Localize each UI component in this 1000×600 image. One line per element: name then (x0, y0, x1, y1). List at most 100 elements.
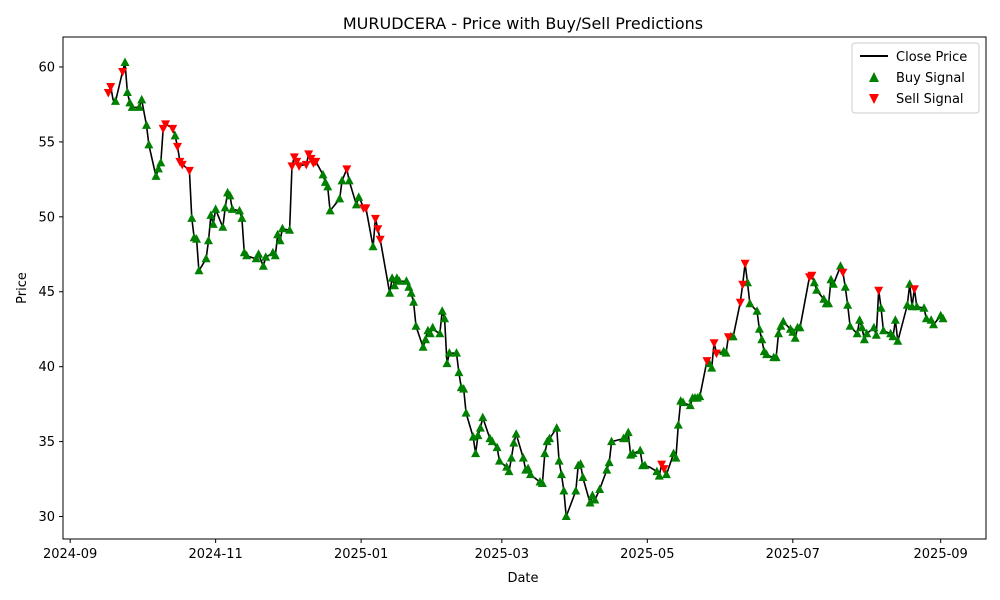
buy-signal-marker (559, 486, 569, 495)
buy-signal-marker (122, 87, 132, 96)
buy-signal-marker (227, 204, 237, 213)
sell-signal-marker (735, 298, 745, 308)
buy-signal-marker (487, 436, 497, 446)
buy-signal-marker (261, 252, 271, 261)
buy-signal-marker (344, 175, 354, 185)
buy-signal-marker (623, 427, 633, 437)
buy-signal-marker (120, 57, 130, 66)
buy-signal-marker (685, 400, 695, 410)
buy-signal-marker (504, 466, 514, 476)
legend-buy-marker-icon (869, 72, 879, 82)
buy-signal-marker (678, 397, 688, 407)
x-tick-label: 2024-11 (188, 547, 242, 562)
buy-signal-marker (137, 94, 147, 104)
buy-signal-marker (277, 223, 287, 233)
x-tick-label: 2025-01 (334, 547, 388, 562)
buy-signal-marker (192, 234, 202, 243)
legend-entry-close-price: Close Price (896, 50, 967, 65)
sell-signal-marker (184, 166, 194, 176)
buy-signal-marker (351, 199, 361, 209)
sell-signal-marker (361, 204, 371, 213)
buy-signal-marker (762, 349, 772, 359)
buy-signal-marker (604, 457, 614, 467)
sell-signal-marker (342, 165, 352, 174)
buy-signal-marker (855, 315, 865, 324)
sell-signal-marker (723, 333, 733, 342)
sell-signal-marker (287, 162, 297, 171)
buy-signal-marker (790, 333, 800, 342)
buy-signal-marker (144, 139, 154, 149)
buy-signal-marker (206, 210, 216, 219)
buy-signal-marker (406, 288, 416, 297)
buy-signal-marker (728, 331, 738, 341)
buy-signal-marker (242, 250, 252, 260)
buy-signal-marker (354, 192, 364, 201)
sell-signal-marker (874, 286, 884, 296)
y-tick-label: 45 (38, 285, 55, 300)
buy-signal-marker (843, 300, 853, 309)
buy-signal-marker (323, 181, 333, 191)
buy-signal-marker (325, 205, 335, 215)
buy-signal-marker (869, 322, 879, 332)
buy-signal-marker (473, 430, 483, 440)
x-tick-label: 2025-07 (766, 547, 820, 562)
legend-box (851, 42, 980, 114)
y-tick-label: 40 (38, 360, 55, 375)
buy-signal-marker (552, 423, 562, 432)
x-tick-label: 2025-03 (475, 547, 529, 562)
buy-signal-marker (540, 448, 550, 458)
buy-signal-marker (127, 102, 137, 111)
buy-signal-marker (745, 298, 755, 308)
y-tick-label: 60 (38, 60, 55, 75)
buy-signal-marker (661, 469, 671, 479)
buy-signal-marker (640, 460, 650, 470)
buy-signal-marker (337, 175, 347, 185)
sell-signal-marker (177, 160, 187, 170)
buy-signal-marker (929, 319, 939, 329)
legend-sell-marker-icon (869, 94, 879, 104)
buy-signal-marker (876, 303, 886, 312)
buy-signal-marker (285, 225, 295, 234)
sell-signal-marker (659, 465, 669, 474)
buy-signal-marker (156, 157, 166, 167)
buy-signal-marker (757, 334, 767, 344)
buy-signal-marker (442, 358, 452, 368)
buy-signal-marker (187, 213, 197, 222)
buy-signal-marker (275, 235, 285, 245)
buy-signal-marker (578, 472, 588, 482)
legend-entry-buy-signal: Buy Signal (896, 71, 965, 86)
buy-signal-marker (211, 204, 221, 213)
buy-signal-marker (635, 445, 645, 455)
buy-signal-marker (494, 456, 504, 465)
x-tick-label: 2025-05 (620, 547, 674, 562)
sell-signal-marker (292, 157, 302, 167)
buy-signal-marker (220, 202, 230, 212)
sell-signal-marker (311, 157, 321, 167)
buy-signal-marker (537, 478, 547, 488)
buy-signal-marker (776, 321, 786, 330)
plot-area (103, 57, 948, 521)
y-axis-label: Price (15, 272, 30, 304)
buy-signal-marker (444, 348, 454, 357)
buy-signal-marker (571, 486, 581, 495)
sell-signal-marker (373, 225, 383, 234)
buy-signal-marker (418, 342, 428, 351)
buy-signal-marker (318, 169, 328, 179)
sell-signal-marker (304, 150, 314, 159)
buy-signal-marker (809, 277, 819, 287)
buy-signal-marker (492, 442, 502, 452)
buy-signal-marker (225, 190, 235, 200)
buy-signal-marker (511, 429, 521, 438)
buy-signal-marker (671, 453, 681, 462)
buy-signal-marker (478, 412, 488, 422)
buy-signal-marker (201, 253, 211, 263)
buy-signal-marker (857, 322, 867, 332)
sell-signal-marker (375, 235, 385, 245)
buy-signal-marker (454, 367, 464, 377)
buy-signal-marker (824, 298, 834, 308)
buy-signal-marker (440, 313, 450, 323)
buy-signal-marker (409, 297, 419, 306)
buy-signal-marker (525, 469, 535, 479)
buy-signal-marker (203, 235, 213, 245)
buy-signal-marker (459, 384, 469, 393)
